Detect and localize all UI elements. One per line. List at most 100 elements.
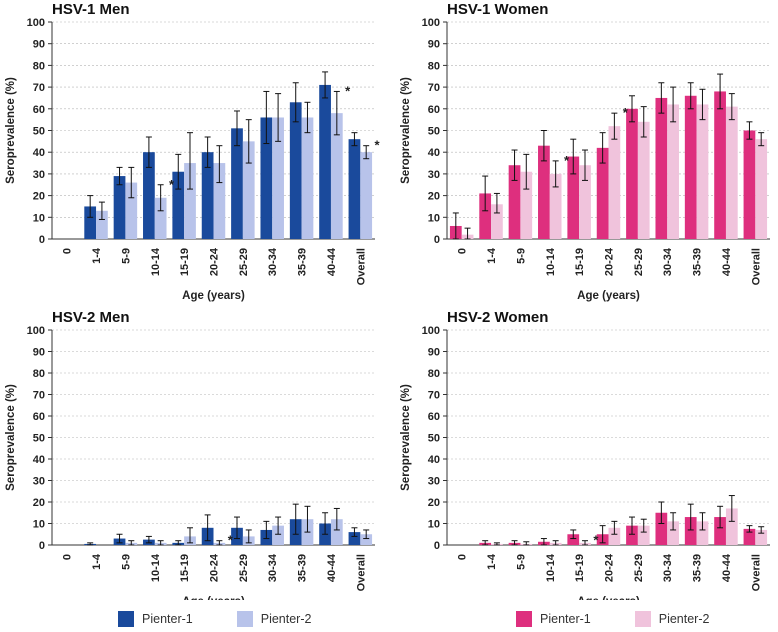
y-tick-label: 100: [422, 325, 440, 337]
y-tick-label: 30: [428, 476, 440, 488]
x-tick-label: 10-14: [150, 553, 162, 582]
x-tick-label: 0: [62, 248, 74, 254]
x-axis-title: Age (years): [182, 596, 245, 600]
x-tick-label: 1-4: [486, 247, 498, 264]
bar-pienter-2: [360, 534, 373, 545]
x-tick-label: 0: [62, 554, 74, 560]
bar-pienter-2: [579, 165, 591, 239]
x-tick-label: 15-19: [179, 248, 191, 276]
x-tick-label: 20-24: [209, 247, 221, 276]
x-tick-label: Overall: [355, 554, 367, 591]
y-tick-label: 90: [428, 39, 440, 51]
bar-pienter-2: [360, 152, 373, 239]
x-tick-label: 30-34: [662, 247, 674, 276]
x-tick-label: 20-24: [604, 553, 616, 582]
x-tick-label: 10-14: [545, 247, 557, 276]
x-tick-label: Overall: [750, 248, 762, 285]
bar-pienter-2: [637, 525, 650, 545]
y-tick-label: 50: [33, 126, 45, 138]
y-axis-title: Seroprevalence (%): [400, 77, 412, 184]
y-tick-label: 80: [33, 368, 45, 380]
x-tick-label: 1-4: [486, 553, 498, 570]
x-tick-label: 30-34: [267, 553, 279, 582]
x-tick-label: 25-29: [238, 248, 250, 276]
bar-pienter-2: [184, 163, 196, 239]
bar-pienter-2: [330, 113, 343, 239]
x-tick-label: 5-9: [515, 554, 527, 570]
bar-pienter-2: [96, 210, 108, 239]
bar-pienter-1: [714, 517, 726, 545]
x-tick-label: 0: [457, 554, 469, 560]
bar-pienter-1: [743, 528, 756, 545]
y-tick-label: 30: [33, 169, 45, 181]
bar-pienter-1: [714, 91, 726, 239]
x-tick-label: 10-14: [150, 247, 162, 276]
y-tick-label: 10: [428, 212, 440, 224]
x-tick-label: 30-34: [662, 553, 674, 582]
x-tick-label: 40-44: [721, 247, 733, 276]
bar-pienter-2: [667, 521, 679, 545]
bar-pienter-1: [479, 193, 492, 239]
significance-marker: *: [228, 533, 234, 548]
bar-pienter-1: [538, 145, 550, 239]
bar-pienter-2: [696, 521, 709, 545]
x-axis-title: Age (years): [577, 290, 640, 302]
legend-label-men-pienter-2: Pienter-2: [260, 612, 312, 626]
significance-marker: *: [593, 533, 599, 548]
panel-title-0: HSV-1 Men: [52, 1, 130, 18]
x-tick-label: 40-44: [326, 553, 338, 582]
y-tick-label: 0: [434, 540, 440, 552]
y-tick-label: 40: [33, 454, 45, 466]
x-tick-label: 5-9: [515, 248, 527, 264]
panel-title-2: HSV-2 Men: [52, 309, 130, 326]
x-tick-label: 15-19: [574, 554, 586, 582]
y-tick-label: 50: [428, 433, 440, 445]
legend-label-women-pienter-2: Pienter-2: [658, 612, 710, 626]
x-tick-label: 15-19: [179, 554, 191, 582]
y-tick-label: 40: [428, 454, 440, 466]
bar-pienter-2: [125, 182, 138, 239]
x-tick-label: 25-29: [238, 554, 250, 582]
bar-pienter-2: [637, 121, 650, 239]
significance-marker: *: [375, 138, 381, 153]
x-tick-label: 1-4: [91, 247, 103, 264]
x-axis-title: Age (years): [577, 596, 640, 600]
bar-pienter-1: [655, 97, 668, 239]
y-tick-label: 100: [27, 325, 45, 337]
bar-pienter-2: [272, 525, 284, 545]
x-tick-label: 5-9: [120, 554, 132, 570]
x-tick-label: 15-19: [574, 248, 586, 276]
y-tick-label: 50: [33, 433, 45, 445]
bar-pienter-1: [319, 84, 331, 240]
y-tick-label: 10: [33, 212, 45, 224]
y-tick-label: 40: [428, 147, 440, 159]
bar-pienter-1: [348, 139, 361, 239]
bar-pienter-2: [154, 197, 167, 239]
y-axis-title: Seroprevalence (%): [5, 384, 17, 491]
x-tick-label: 25-29: [633, 554, 645, 582]
bar-pienter-2: [242, 141, 255, 239]
bar-pienter-2: [608, 126, 621, 239]
bar-pienter-2: [272, 117, 284, 239]
x-tick-label: 40-44: [326, 247, 338, 276]
x-tick-label: 20-24: [604, 247, 616, 276]
significance-marker: *: [623, 105, 629, 120]
x-tick-label: 1-4: [91, 553, 103, 570]
bar-pienter-1: [596, 147, 609, 239]
y-tick-label: 60: [33, 104, 45, 116]
bar-pienter-2: [755, 139, 768, 239]
y-tick-label: 100: [27, 17, 45, 29]
x-tick-label: Overall: [750, 554, 762, 591]
x-tick-label: Overall: [355, 248, 367, 285]
bar-pienter-1: [289, 102, 302, 239]
legend-swatch-men-pienter-2: [236, 611, 253, 627]
legend-men: Pienter-1 Pienter-2: [118, 611, 311, 627]
bar-pienter-1: [348, 532, 361, 545]
bar-pienter-1: [567, 156, 580, 239]
x-tick-label: 30-34: [267, 247, 279, 276]
legend-swatch-men-pienter-1: [118, 611, 134, 627]
chart-panels: HSV-1 Men0102030405060708090100Seropreva…: [5, 1, 770, 608]
x-tick-label: 10-14: [545, 553, 557, 582]
y-tick-label: 70: [428, 390, 440, 402]
